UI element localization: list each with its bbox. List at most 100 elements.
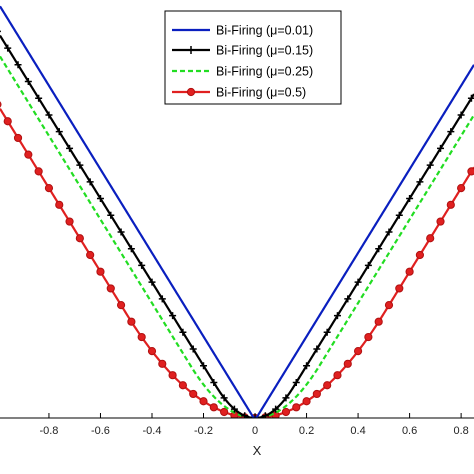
x-tick-label: 0.6 xyxy=(402,425,417,437)
series-point-1 xyxy=(86,178,94,186)
x-tick-label: 0.2 xyxy=(299,425,314,437)
series-point-3 xyxy=(343,359,352,368)
series-point-1 xyxy=(96,195,104,203)
series-point-3 xyxy=(446,200,455,209)
series-point-3 xyxy=(24,150,33,159)
series-point-1 xyxy=(4,44,12,52)
series-point-3 xyxy=(106,284,115,293)
series-point-1 xyxy=(241,412,249,418)
series-point-1 xyxy=(395,211,403,219)
series-point-3 xyxy=(281,407,291,417)
legend-label-0: Bi-Firing (μ=0.01) xyxy=(216,24,313,38)
series-point-1 xyxy=(35,94,43,102)
series-point-1 xyxy=(117,228,125,236)
series-point-1 xyxy=(14,61,22,69)
series-point-3 xyxy=(457,184,466,193)
series-point-1 xyxy=(148,278,156,286)
series-point-1 xyxy=(24,78,32,86)
series-point-1 xyxy=(323,328,331,336)
series-point-1 xyxy=(437,144,445,152)
series-point-3 xyxy=(353,347,363,356)
series-point-1 xyxy=(169,312,177,320)
legend: Bi-Firing (μ=0.01) Bi-Firing (μ=0.15) Bi… xyxy=(164,10,342,105)
series-point-3 xyxy=(312,389,321,399)
series-point-3 xyxy=(44,184,54,193)
series-point-3 xyxy=(96,267,105,276)
series-point-1 xyxy=(189,345,197,353)
series-point-1 xyxy=(426,161,434,169)
series-point-1 xyxy=(261,412,269,418)
series-point-3 xyxy=(220,407,229,417)
x-axis-label: X xyxy=(253,443,262,458)
series-point-1 xyxy=(375,245,383,253)
series-point-1 xyxy=(447,128,455,136)
x-tick-label: 0 xyxy=(252,425,258,437)
series-point-1 xyxy=(364,261,372,269)
series-point-3 xyxy=(168,371,177,380)
series-point-1 xyxy=(282,394,290,402)
series-point-1 xyxy=(200,362,208,370)
series-point-1 xyxy=(230,405,238,413)
series-point-3 xyxy=(374,317,383,326)
legend-marker-3 xyxy=(186,87,196,97)
series-point-1 xyxy=(210,378,218,386)
series-point-3 xyxy=(415,250,425,260)
legend-box xyxy=(164,10,342,105)
series-point-1 xyxy=(385,228,393,236)
series-point-1 xyxy=(457,111,465,119)
series-point-3 xyxy=(199,397,208,406)
series-point-3 xyxy=(147,347,157,356)
legend-label-2: Bi-Firing (μ=0.25) xyxy=(216,65,313,79)
series-point-3 xyxy=(323,381,332,390)
series-point-1 xyxy=(138,261,146,269)
series-point-1 xyxy=(66,144,74,152)
legend-label-1: Bi-Firing (μ=0.15) xyxy=(216,44,313,58)
series-point-1 xyxy=(354,278,362,286)
series-point-3 xyxy=(384,301,394,310)
legend-label-3: Bi-Firing (μ=0.5) xyxy=(216,86,306,100)
x-tick-label: 0.4 xyxy=(350,425,365,437)
x-ticks: -0.8 -0.6 -0.4 -0.2 0 0.2 0.4 0.6 0.8 xyxy=(39,413,469,437)
x-tick-label: 0.8 xyxy=(453,425,468,437)
series-point-1 xyxy=(158,295,166,303)
x-tick-label: -0.4 xyxy=(143,425,162,437)
series-point-1 xyxy=(416,178,424,186)
series-point-3 xyxy=(405,267,414,276)
series-point-3 xyxy=(65,217,74,226)
series-point-3 xyxy=(467,167,474,176)
series-line-0 xyxy=(0,5,474,418)
legend-marker-1 xyxy=(187,46,195,54)
series-point-3 xyxy=(426,234,435,243)
series-point-3 xyxy=(178,381,188,390)
series-point-3 xyxy=(116,301,126,310)
x-tick-label: -0.8 xyxy=(39,425,58,437)
series-point-1 xyxy=(220,394,228,402)
series-point-1 xyxy=(333,312,341,320)
series-point-3 xyxy=(0,101,2,108)
series-point-3 xyxy=(34,167,43,176)
series-point-3 xyxy=(209,403,218,412)
series-point-3 xyxy=(137,332,146,342)
series-point-3 xyxy=(75,234,84,243)
series-point-1 xyxy=(76,161,84,169)
series-point-1 xyxy=(313,345,321,353)
series-point-3 xyxy=(127,317,136,326)
series-point-1 xyxy=(127,245,135,253)
x-tick-label: -0.6 xyxy=(91,425,110,437)
series-point-1 xyxy=(272,405,280,413)
series-layer xyxy=(0,5,474,418)
series-point-1 xyxy=(107,211,115,219)
series-point-3 xyxy=(395,284,404,293)
series-point-1 xyxy=(303,362,311,370)
series-point-1 xyxy=(344,295,352,303)
series-line-2 xyxy=(0,55,474,418)
series-line-1 xyxy=(0,34,474,418)
series-point-3 xyxy=(13,133,23,143)
series-point-3 xyxy=(364,332,373,342)
series-point-1 xyxy=(45,111,53,119)
series-point-1 xyxy=(179,328,187,336)
series-point-1 xyxy=(292,378,300,386)
series-point-3 xyxy=(333,371,342,380)
series-point-3 xyxy=(189,389,198,399)
